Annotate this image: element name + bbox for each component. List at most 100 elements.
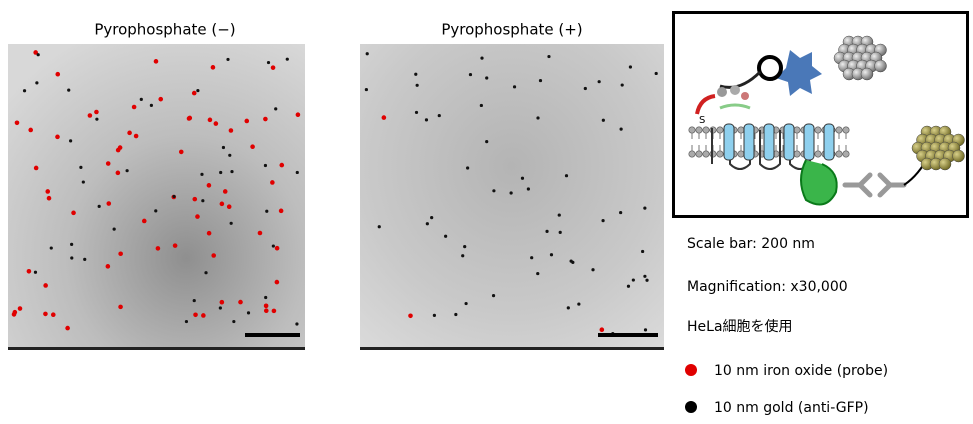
particle [13,310,18,315]
particle [492,189,495,192]
particle [222,146,225,149]
particle [95,118,98,121]
particle [539,79,542,82]
particle [621,83,624,86]
particle [150,104,153,107]
image-footer [360,347,664,350]
particle [187,116,192,121]
particle [275,280,280,285]
particle [51,312,56,317]
particle [43,312,48,317]
particle [116,148,121,153]
particle [620,128,623,131]
particle [296,171,299,174]
particle [142,219,147,224]
particle [238,300,243,305]
particle [118,305,123,310]
particle [279,209,284,214]
particle [69,139,72,142]
particle [632,278,635,281]
particle [643,275,646,278]
particle [416,84,419,87]
particle [584,87,587,90]
particle [201,313,206,318]
particle [193,313,198,318]
scale-bar [598,333,658,337]
particle [279,163,284,168]
particle [415,111,418,114]
particle [47,196,52,201]
particle [132,105,137,110]
particle [214,121,219,126]
particle [466,166,469,169]
particle [558,213,561,216]
particle [192,197,197,202]
particle [28,128,33,133]
particle [366,52,369,55]
em-image [360,44,664,350]
particle [192,91,197,96]
particle [274,107,277,110]
particle [464,302,467,305]
particle [134,134,139,139]
particle [220,300,225,305]
particle [227,204,232,209]
particle [244,119,249,124]
particle [601,219,604,222]
particle [510,191,513,194]
particle [567,306,570,309]
particle [211,65,216,70]
particle [43,283,48,288]
particle [426,222,429,225]
particle [480,57,483,60]
particle [286,58,289,61]
particle [425,118,428,121]
particle [45,189,50,194]
particle [223,189,228,194]
particle [156,246,161,251]
particle [265,210,268,213]
particle [644,328,647,331]
particle [272,244,275,247]
particle [193,299,196,302]
particle [485,76,488,79]
particle [570,259,573,262]
particle [83,258,86,261]
particle [140,98,143,101]
particle [154,59,159,64]
particle [226,58,229,61]
particle [267,61,270,64]
particle [230,222,233,225]
particle [264,308,269,313]
particle [116,171,121,176]
particle [71,211,76,216]
particle [378,225,381,228]
particle [547,55,550,58]
particle [414,73,417,76]
particle [430,216,433,219]
schematic: S [674,13,968,217]
particle [271,65,276,70]
particle [220,202,225,207]
image-footer [8,347,305,350]
particle [602,119,605,122]
particle [27,269,32,274]
particle [627,285,630,288]
particle [34,166,39,171]
em-image [8,44,305,350]
particle [521,177,524,180]
particle [185,320,188,323]
particle [106,201,111,206]
particle [629,65,632,68]
particle [172,195,175,198]
particle [382,115,387,120]
particle [154,209,157,212]
particle [598,80,601,83]
particle [94,110,99,115]
legend-label: 10 nm gold (anti-GFP) [714,400,869,416]
particle [550,253,553,256]
legend-marker [685,364,697,376]
particle [295,322,298,325]
particle [228,154,231,157]
particle [35,81,38,84]
